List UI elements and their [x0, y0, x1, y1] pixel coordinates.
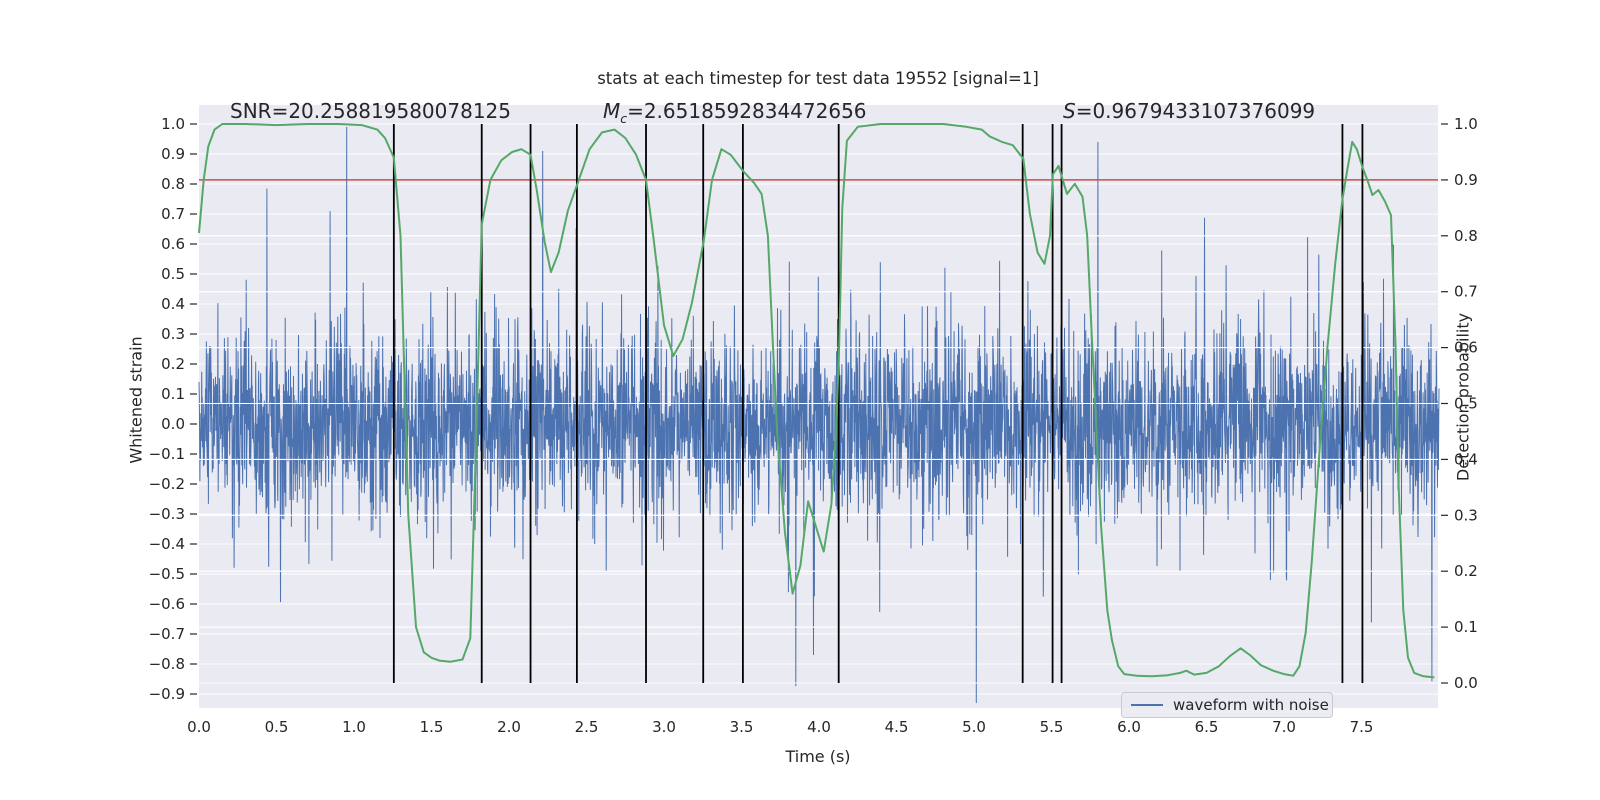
y-tick-label-right: 0.7 [1454, 283, 1478, 301]
x-tick-label: 1.5 [420, 718, 444, 736]
x-tick-label: 0.5 [265, 718, 289, 736]
y-tick-label-left: −0.4 [149, 535, 185, 553]
y-tick-label-left: −0.3 [149, 505, 185, 523]
y-tick-label-right: 0.1 [1454, 618, 1478, 636]
y-axis-label-right: Detection probability [1453, 312, 1473, 482]
y-tick-label-left: 0.1 [161, 385, 185, 403]
x-tick-label: 1.0 [342, 718, 366, 736]
y-tick-label-left: 0.5 [161, 265, 185, 283]
x-tick-label: 2.5 [575, 718, 599, 736]
waveform-with-noise-series [198, 126, 1440, 704]
y-tick-label-left: −0.7 [149, 625, 185, 643]
x-tick-label: 6.5 [1195, 718, 1219, 736]
annotation-chirp-mass: Mc=2.6518592834472656 [603, 99, 867, 126]
y-tick-label-right: 0.9 [1454, 171, 1478, 189]
y-tick-label-left: 0.9 [161, 145, 185, 163]
y-tick-label-right: 0.0 [1454, 674, 1478, 692]
y-tick-label-left: −0.6 [149, 595, 185, 613]
x-tick-label: 6.0 [1117, 718, 1141, 736]
x-tick-label: 4.0 [807, 718, 831, 736]
y-tick-label-left: −0.9 [149, 685, 185, 703]
y-tick-label-left: 0.4 [161, 295, 185, 313]
y-tick-label-left: 0.6 [161, 235, 185, 253]
chart-title: stats at each timestep for test data 195… [597, 69, 1039, 88]
y-tick-label-left: 0.8 [161, 175, 185, 193]
x-axis-label: Time (s) [785, 747, 851, 766]
y-tick-label-left: −0.1 [149, 445, 185, 463]
x-tick-label: 3.0 [652, 718, 676, 736]
legend-label: waveform with noise [1173, 696, 1329, 714]
y-tick-label-right: 0.3 [1454, 506, 1478, 524]
y-tick-label-right: 0.8 [1454, 227, 1478, 245]
x-tick-label: 7.5 [1350, 718, 1374, 736]
x-tick-label: 2.0 [497, 718, 521, 736]
y-tick-label-left: 0.3 [161, 325, 185, 343]
x-tick-label: 7.0 [1272, 718, 1296, 736]
y-tick-label-left: 0.2 [161, 355, 185, 373]
y-tick-label-right: 0.2 [1454, 562, 1478, 580]
y-tick-label-left: 1.0 [161, 115, 185, 133]
y-tick-label-right: 0.6 [1454, 339, 1478, 357]
x-tick-label: 0.0 [187, 718, 211, 736]
annotation-significance: S=0.9679433107376099 [1063, 99, 1316, 123]
legend-line-sample [1131, 704, 1163, 706]
y-tick-label-right: 0.5 [1454, 395, 1478, 413]
y-tick-label-left: 0.0 [161, 415, 185, 433]
y-tick-label-left: 0.7 [161, 205, 185, 223]
x-tick-label: 3.5 [730, 718, 754, 736]
y-tick-label-left: −0.5 [149, 565, 185, 583]
y-tick-label-right: 0.4 [1454, 450, 1478, 468]
x-tick-label: 5.0 [962, 718, 986, 736]
detection-probability-series [198, 123, 1435, 679]
y-axis-label-left: Whitened strain [126, 336, 146, 464]
y-tick-label-left: −0.2 [149, 475, 185, 493]
legend: waveform with noise [1121, 692, 1333, 718]
annotation-snr: SNR=20.258819580078125 [230, 99, 511, 123]
y-tick-label-right: 1.0 [1454, 115, 1478, 133]
x-tick-label: 5.5 [1040, 718, 1064, 736]
x-tick-label: 4.5 [885, 718, 909, 736]
y-tick-label-left: −0.8 [149, 655, 185, 673]
